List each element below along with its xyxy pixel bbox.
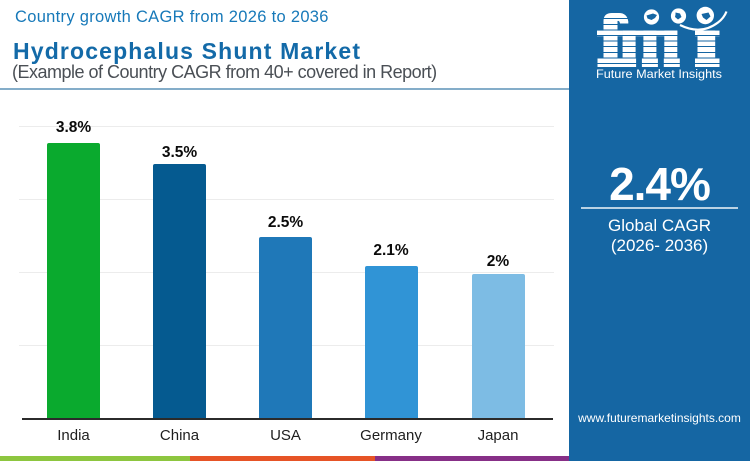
svg-text:Future Market Insights: Future Market Insights [596, 67, 722, 81]
